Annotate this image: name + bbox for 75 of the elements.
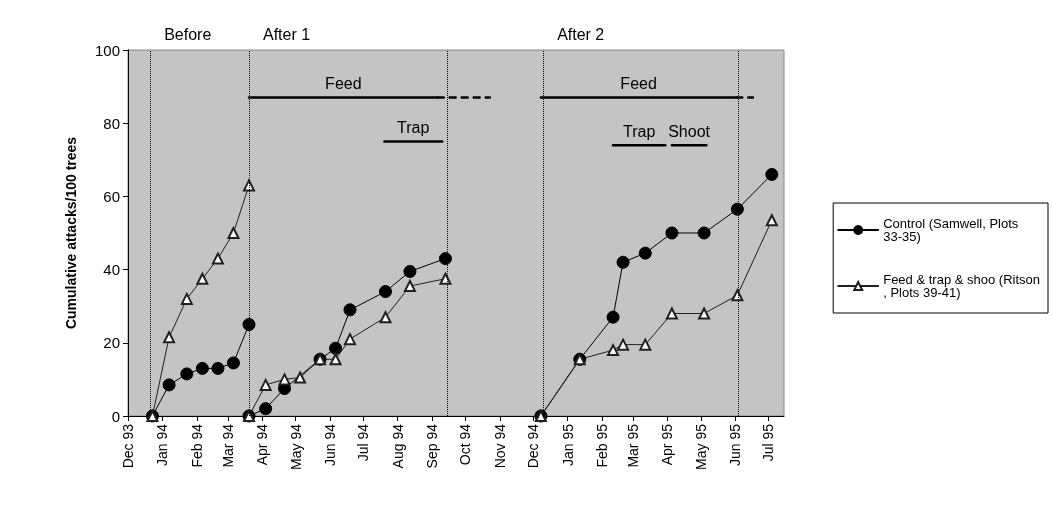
x-tick-label: Jun 94 <box>322 423 339 467</box>
point <box>379 285 393 299</box>
point <box>697 226 711 240</box>
point <box>259 378 272 391</box>
x-tick-label: May 94 <box>287 423 304 470</box>
series-label: Feed <box>325 75 362 93</box>
series-label: Trap <box>622 122 656 140</box>
point <box>617 338 630 351</box>
y-tick-label: 0 <box>111 407 120 425</box>
x-tick-label: Feb 95 <box>593 423 610 468</box>
x-tick-label: Jan 94 <box>154 423 171 467</box>
point <box>180 367 194 381</box>
point <box>343 303 357 317</box>
y-tick-label: 80 <box>103 114 120 132</box>
y-axis-title: Cumulative attacks/100 trees <box>63 136 79 330</box>
point <box>698 307 711 320</box>
point <box>403 264 417 278</box>
point <box>730 202 744 216</box>
point <box>211 361 225 375</box>
x-tick-label: Oct 94 <box>457 423 474 466</box>
point <box>259 402 273 416</box>
x-tick-label: Dec 94 <box>525 423 542 469</box>
x-tick-label: Jun 95 <box>727 423 744 467</box>
x-tick-label: Feb 94 <box>188 423 205 468</box>
x-tick-label: Jul 95 <box>760 423 777 462</box>
point <box>195 361 209 375</box>
point <box>665 226 679 240</box>
legend-label: Control (Samwell, Plots 33-35) <box>883 216 1022 244</box>
point <box>379 311 392 324</box>
point <box>344 333 356 346</box>
series-label: Trap <box>397 119 430 136</box>
point <box>163 331 176 344</box>
point <box>211 252 224 265</box>
point <box>278 373 291 386</box>
x-tick-label: Apr 94 <box>254 423 271 466</box>
ref-line-label: Before <box>164 25 212 43</box>
x-tick-label: Mar 95 <box>625 423 642 468</box>
y-tick-label: 60 <box>103 187 120 205</box>
point <box>765 167 779 181</box>
point <box>226 356 240 370</box>
ref-line-label: After 2 <box>557 25 605 43</box>
point <box>242 179 255 192</box>
legend-label: Feed & trap & shoo (Ritson, Plots 39-41) <box>883 272 1041 300</box>
series-label: Feed <box>620 75 657 93</box>
x-tick-label: Apr 95 <box>659 423 676 466</box>
point <box>638 246 652 260</box>
point <box>294 371 307 384</box>
point <box>731 289 744 302</box>
x-tick-label: Jan 95 <box>559 423 576 467</box>
point <box>329 341 343 355</box>
y-tick-label: 100 <box>94 41 120 59</box>
point <box>665 307 678 320</box>
x-tick-label: Mar 94 <box>219 423 236 468</box>
point <box>242 318 256 331</box>
series-label: Shoot <box>668 122 711 140</box>
y-tick-label: 20 <box>103 334 120 352</box>
point <box>765 214 778 227</box>
point <box>439 272 452 285</box>
x-tick-label: May 95 <box>692 423 709 470</box>
point <box>329 353 342 366</box>
point <box>606 310 620 324</box>
point <box>607 344 620 357</box>
point <box>639 338 652 351</box>
x-tick-label: Nov 94 <box>491 423 508 469</box>
point <box>162 378 176 392</box>
ref-line-label: After 1 <box>262 25 311 43</box>
point <box>616 255 630 269</box>
x-tick-label: Aug 94 <box>389 423 406 469</box>
point <box>438 252 452 266</box>
point <box>180 292 193 305</box>
point <box>196 272 209 285</box>
x-tick-label: Jul 94 <box>355 423 372 462</box>
y-tick-label: 40 <box>103 261 120 279</box>
x-tick-label: Dec 93 <box>120 423 136 469</box>
x-tick-label: Sep 94 <box>424 423 441 469</box>
